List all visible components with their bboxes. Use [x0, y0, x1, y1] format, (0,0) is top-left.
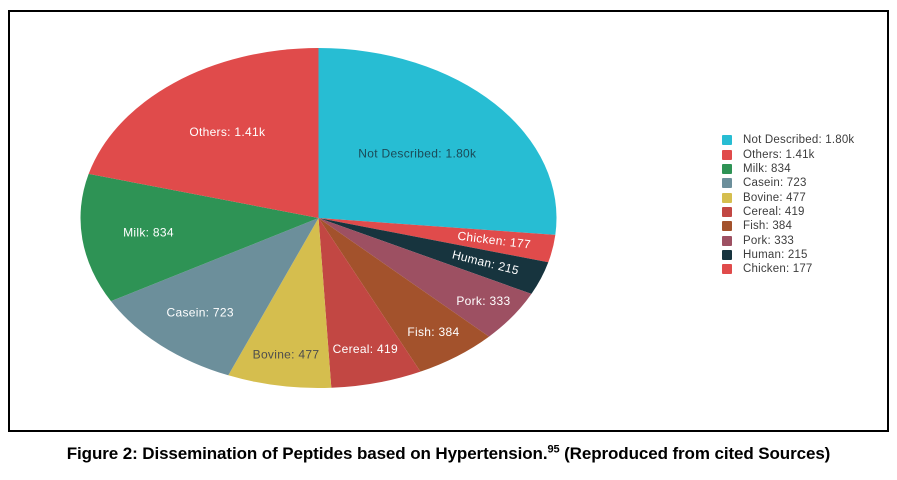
figure-caption: Figure 2: Dissemination of Peptides base… [0, 444, 897, 464]
pie-slice-chicken [318, 218, 556, 263]
caption-main: Figure 2: Dissemination of Peptides base… [66, 444, 548, 463]
legend-label-human: Human: 215 [743, 248, 808, 261]
legend-label-not-described: Not Described: 1.80k [743, 134, 855, 147]
pie-slice-fish [318, 218, 490, 372]
legend-swatch-cereal [722, 206, 732, 217]
legend-swatch-chicken [722, 264, 732, 275]
legend-swatch-pork [722, 235, 732, 246]
legend-label-others: Others: 1.41k [743, 148, 815, 161]
pie-slice-human [318, 218, 549, 294]
pie-label-others: Others: 1.41k [189, 125, 266, 139]
legend-label-pork: Pork: 333 [743, 234, 795, 247]
legend-item-fish: Fish: 384 [722, 219, 854, 233]
caption-suffix: (Reproduced from cited Sources) [559, 444, 831, 463]
legend-item-chicken: Chicken: 177 [722, 262, 854, 276]
pie-label-casein: Casein: 723 [167, 306, 234, 320]
pie-label-bovine: Bovine: 477 [253, 348, 320, 362]
legend-swatch-human [722, 249, 732, 260]
legend-swatch-not-described [722, 135, 732, 146]
legend-item-milk: Milk: 834 [722, 162, 854, 176]
legend-item-bovine: Bovine: 477 [722, 190, 854, 204]
legend-label-cereal: Cereal: 419 [743, 205, 805, 218]
legend-label-casein: Casein: 723 [743, 177, 807, 190]
legend-label-fish: Fish: 384 [743, 220, 793, 233]
pie-label-milk: Milk: 834 [123, 225, 174, 239]
legend-label-bovine: Bovine: 477 [743, 191, 806, 204]
legend-label-chicken: Chicken: 177 [743, 263, 813, 276]
pie-slice-others [88, 48, 319, 218]
legend-swatch-others [722, 149, 732, 160]
pie-slice-cereal [318, 218, 421, 388]
legend: Not Described: 1.80k Others: 1.41k Milk: 8… [722, 133, 854, 276]
legend-item-others: Others: 1.41k [722, 147, 854, 161]
pie-label-fish: Fish: 384 [407, 325, 459, 339]
legend-item-pork: Pork: 333 [722, 233, 854, 247]
pie-slice-pork [318, 218, 532, 337]
pie-slice-bovine [228, 218, 332, 388]
pie-label-cereal: Cereal: 419 [333, 342, 398, 356]
legend-swatch-casein [722, 178, 732, 189]
legend-item-casein: Casein: 723 [722, 176, 854, 190]
chart-frame: Not Described: 1.80k Chicken: 177 Human: 2… [8, 10, 889, 432]
pie-slice-milk [80, 173, 319, 302]
pie-label-not-described: Not Described: 1.80k [358, 146, 477, 160]
legend-swatch-milk [722, 163, 732, 174]
legend-item-not-described: Not Described: 1.80k [722, 133, 854, 147]
caption-superscript: 95 [547, 443, 560, 456]
pie-label-pork: Pork: 333 [456, 294, 510, 308]
pie-slice-not-described [318, 48, 557, 235]
legend-item-human: Human: 215 [722, 248, 854, 262]
legend-item-cereal: Cereal: 419 [722, 205, 854, 219]
legend-label-milk: Milk: 834 [743, 162, 791, 175]
pie-slice-casein [110, 218, 319, 376]
legend-swatch-fish [722, 221, 732, 232]
legend-swatch-bovine [722, 192, 732, 203]
